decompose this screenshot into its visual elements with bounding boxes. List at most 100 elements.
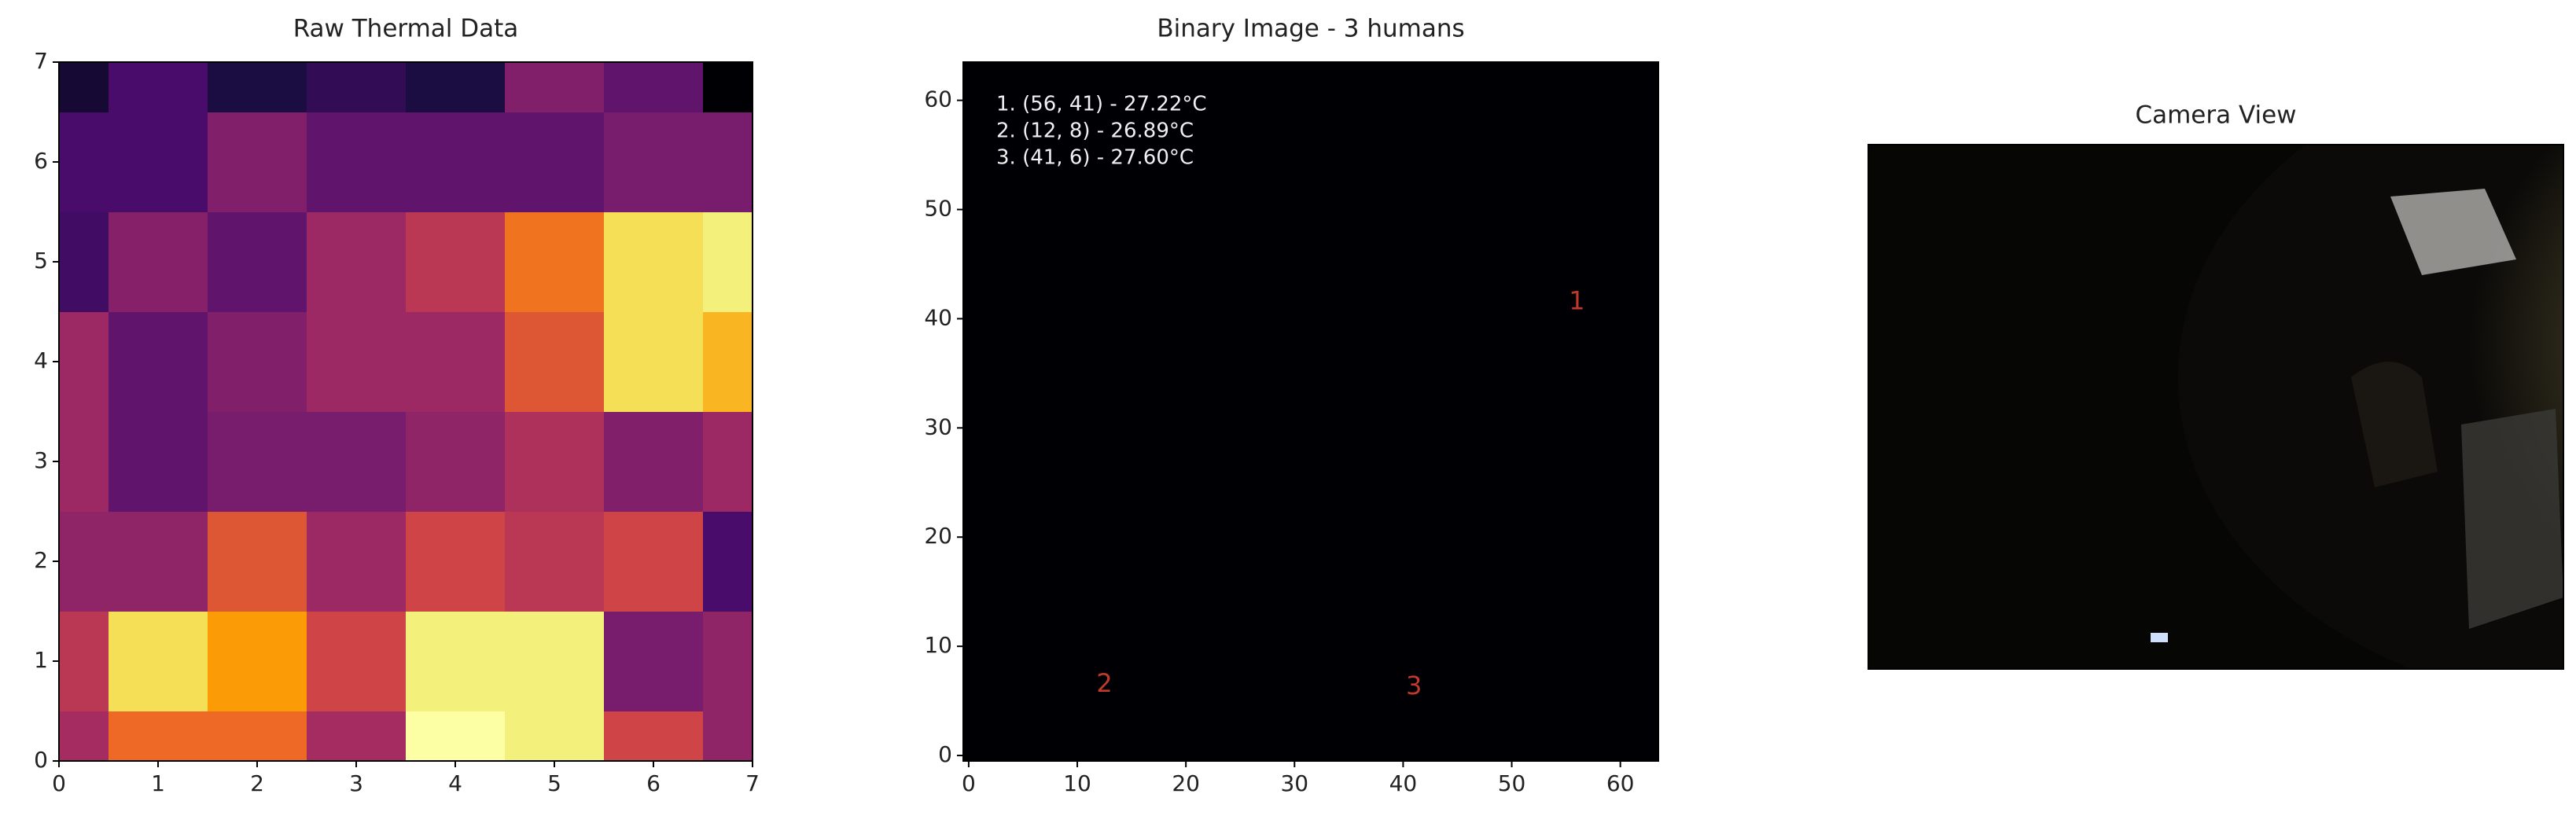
heatmap-cell <box>59 611 109 711</box>
heatmap-cell <box>59 62 109 112</box>
heatmap-cell <box>208 411 307 512</box>
heatmap-cell <box>406 112 506 212</box>
heatmap-cell <box>109 211 208 312</box>
axes-spine <box>962 61 1659 762</box>
x-tick-label: 5 <box>547 770 561 796</box>
heatmap-cell <box>703 211 753 312</box>
box-label: 2 <box>1096 668 1112 698</box>
y-tick-label: 0 <box>938 741 952 767</box>
box-label: 1 <box>1569 286 1584 316</box>
x-tick-label: 30 <box>1280 770 1308 796</box>
box-label: 3 <box>1406 671 1422 700</box>
heatmap-cell <box>307 311 407 412</box>
heatmap-cell <box>109 112 208 212</box>
x-tick-label: 50 <box>1498 770 1526 796</box>
x-tick-label: 20 <box>1172 770 1200 796</box>
camera-border <box>1868 144 2564 670</box>
heatmap-cell <box>59 112 109 212</box>
heatmap-cells <box>59 62 753 761</box>
x-tick-label: 0 <box>962 770 976 796</box>
panel-title: Camera View <box>2135 101 2296 130</box>
y-tick-label: 20 <box>924 523 952 549</box>
y-tick-label: 60 <box>924 86 952 112</box>
heatmap-cell <box>307 211 407 312</box>
image-background <box>963 62 1658 761</box>
heatmap-cell <box>59 711 109 761</box>
heatmap-cell <box>703 411 753 512</box>
x-tick-label: 40 <box>1389 770 1418 796</box>
heatmap-cell <box>604 211 704 312</box>
y-tick-label: 1 <box>34 647 48 673</box>
heatmap-cell <box>208 311 307 412</box>
detection-annotation: 2. (12, 8) - 26.89°C <box>996 119 1194 143</box>
y-tick-label: 0 <box>34 747 48 773</box>
heatmap-cell <box>604 511 704 612</box>
heatmap-cell <box>208 611 307 711</box>
heatmap-cell <box>59 211 109 312</box>
heatmap-cell <box>604 611 704 711</box>
detection-annotation: 1. (56, 41) - 27.22°C <box>996 93 1207 116</box>
heatmap-cell <box>505 211 605 312</box>
heatmap-cell <box>208 112 307 212</box>
heatmap-cell <box>109 311 208 412</box>
camera-object <box>2461 409 2563 629</box>
heatmap-cell <box>703 62 753 112</box>
heatmap-cell <box>406 411 506 512</box>
detection-annotation: 3. (41, 6) - 27.60°C <box>996 146 1194 170</box>
heatmap-cell <box>505 411 605 512</box>
heatmap-cell <box>703 112 753 212</box>
heatmap-cell <box>406 211 506 312</box>
y-tick-label: 7 <box>34 48 48 74</box>
x-tick-label: 2 <box>250 770 264 796</box>
heatmap-cell <box>406 511 506 612</box>
heatmap-cell <box>59 411 109 512</box>
heatmap-cell <box>406 311 506 412</box>
y-tick-label: 10 <box>924 632 952 658</box>
y-tick-label: 2 <box>34 547 48 573</box>
heatmap-cell <box>505 311 605 412</box>
heatmap-cell <box>505 611 605 711</box>
y-tick-label: 5 <box>34 248 48 274</box>
heatmap-cell <box>109 511 208 612</box>
heatmap-cell <box>505 112 605 212</box>
camera-object <box>2351 362 2438 487</box>
y-tick-label: 4 <box>34 347 48 373</box>
heatmap-cell <box>703 511 753 612</box>
x-tick-label: 7 <box>745 770 760 796</box>
heatmap-cell <box>604 311 704 412</box>
heatmap-cell <box>109 611 208 711</box>
heatmap-cell <box>604 112 704 212</box>
heatmap-cell <box>406 62 506 112</box>
y-tick-label: 3 <box>34 447 48 473</box>
heatmap-cell <box>505 711 605 761</box>
axes-spine <box>58 61 753 762</box>
heatmap-cell <box>109 711 208 761</box>
heatmap-cell <box>604 411 704 512</box>
heatmap-cell <box>307 711 407 761</box>
heatmap-cell <box>208 711 307 761</box>
heatmap-cell <box>703 611 753 711</box>
heatmap-cell <box>208 211 307 312</box>
heatmap-cell <box>406 711 506 761</box>
heatmap-cell <box>109 411 208 512</box>
x-tick-label: 6 <box>646 770 661 796</box>
x-tick-label: 4 <box>448 770 462 796</box>
heatmap-cell <box>307 511 407 612</box>
heatmap-cell <box>406 611 506 711</box>
heatmap-cell <box>59 511 109 612</box>
heatmap-cell <box>307 611 407 711</box>
x-tick-label: 0 <box>52 770 66 796</box>
x-tick-label: 1 <box>151 770 165 796</box>
y-tick-label: 6 <box>34 148 48 174</box>
camera-view <box>1868 145 2563 669</box>
heatmap-cell <box>505 62 605 112</box>
heatmap-cell <box>307 62 407 112</box>
x-tick-label: 10 <box>1063 770 1091 796</box>
camera-object <box>2151 633 2168 642</box>
heatmap-cell <box>703 711 753 761</box>
heatmap-cell <box>703 311 753 412</box>
heatmap-cell <box>208 511 307 612</box>
x-tick-label: 60 <box>1606 770 1635 796</box>
heatmap-cell <box>109 62 208 112</box>
